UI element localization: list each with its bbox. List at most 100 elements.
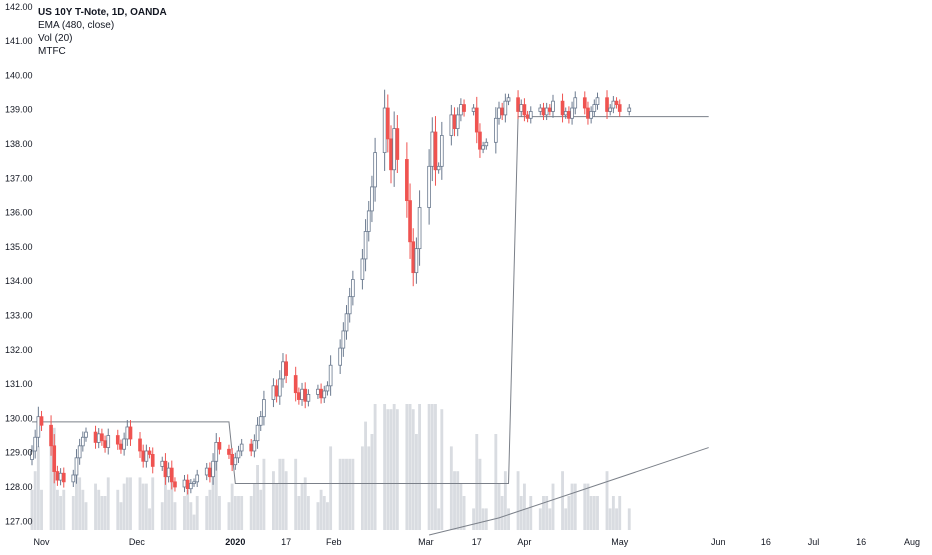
volume-bar bbox=[300, 483, 304, 530]
volume-bar bbox=[75, 458, 78, 530]
volume-bar bbox=[573, 483, 577, 530]
volume-bar bbox=[189, 502, 193, 530]
candle-body bbox=[274, 385, 279, 397]
candle-body bbox=[541, 107, 546, 116]
x-tick-label-12: 16 bbox=[856, 537, 866, 547]
candle-body bbox=[439, 135, 444, 167]
candle-body bbox=[370, 186, 374, 212]
volume-bar bbox=[218, 496, 221, 530]
candle-body bbox=[538, 107, 543, 112]
volume-bar bbox=[475, 434, 479, 530]
volume-bar bbox=[141, 483, 145, 530]
volume-bar bbox=[364, 421, 368, 530]
volume-bar bbox=[456, 471, 460, 530]
candle-body bbox=[128, 426, 133, 440]
volume-bar bbox=[94, 483, 97, 530]
volume-bar bbox=[434, 404, 437, 530]
volume-bar bbox=[408, 404, 412, 530]
volume-bar bbox=[183, 496, 186, 530]
volume-bar bbox=[605, 471, 609, 530]
x-tick-label-11: Jul bbox=[808, 537, 820, 547]
volume-bar bbox=[516, 471, 520, 530]
volume-bar bbox=[195, 496, 199, 530]
candle-body bbox=[459, 104, 463, 116]
volume-bar bbox=[472, 508, 476, 530]
volume-bar bbox=[386, 409, 390, 530]
x-tick-label-3: 17 bbox=[281, 537, 291, 547]
candle-body bbox=[611, 100, 616, 109]
volume-bar bbox=[570, 483, 574, 530]
volume-bar bbox=[33, 471, 37, 530]
candle-body bbox=[189, 483, 193, 490]
volume-bar bbox=[186, 489, 190, 530]
volume-bar bbox=[119, 502, 123, 530]
y-tick-label-8: 135.00 bbox=[5, 242, 33, 252]
x-tick-label-2: 2020 bbox=[225, 537, 245, 547]
candle-body bbox=[506, 97, 511, 102]
candle-body bbox=[300, 388, 304, 400]
volume-bar bbox=[627, 508, 631, 530]
y-tick-label-5: 132.00 bbox=[5, 345, 33, 355]
volume-bar bbox=[294, 458, 298, 530]
candle-body bbox=[392, 128, 396, 171]
candle-body bbox=[271, 385, 276, 400]
volume-bar bbox=[329, 446, 333, 530]
candle-body bbox=[570, 107, 574, 119]
candle-body bbox=[125, 426, 130, 440]
candle-body bbox=[427, 165, 431, 208]
candle-body bbox=[484, 141, 489, 147]
candle-body bbox=[293, 375, 298, 394]
volume-bar bbox=[97, 489, 101, 530]
volume-bar bbox=[256, 465, 259, 530]
candle-body bbox=[33, 436, 38, 452]
candle-body bbox=[195, 474, 200, 483]
candle-body bbox=[319, 388, 323, 399]
candle-body bbox=[595, 97, 600, 105]
candle-body bbox=[39, 416, 44, 426]
ema-line-group bbox=[32, 116, 709, 485]
legend-vol: Vol (20) bbox=[38, 33, 73, 44]
x-tick-label-13: Aug bbox=[904, 537, 920, 547]
x-tick-label-1: Dec bbox=[129, 537, 146, 547]
candle-body bbox=[544, 107, 549, 116]
y-tick-label-4: 131.00 bbox=[5, 379, 33, 389]
volume-bar bbox=[278, 458, 282, 530]
candle-body bbox=[373, 152, 377, 188]
volume-bar bbox=[449, 446, 453, 530]
volume-bar bbox=[233, 496, 237, 530]
candle-body bbox=[328, 364, 333, 387]
volume-bar bbox=[326, 502, 329, 530]
candle-body bbox=[608, 107, 613, 112]
volume-bar bbox=[173, 502, 177, 530]
volume-bar bbox=[561, 471, 564, 530]
candle-body bbox=[144, 450, 149, 462]
candle-body bbox=[284, 361, 288, 376]
y-tick-label-1: 128.00 bbox=[5, 482, 33, 492]
candle-body bbox=[455, 114, 460, 130]
candle-body bbox=[36, 416, 41, 438]
candle-body bbox=[338, 347, 342, 366]
volume-bar bbox=[484, 508, 488, 530]
candle-body bbox=[408, 200, 412, 243]
volume-bar bbox=[611, 496, 615, 530]
candle-body bbox=[252, 440, 257, 452]
candle-body bbox=[382, 107, 387, 154]
candle-body bbox=[586, 107, 590, 119]
candle-body bbox=[519, 104, 524, 112]
candle-body bbox=[592, 104, 597, 112]
volume-bar bbox=[453, 471, 456, 530]
volume-bar bbox=[551, 483, 555, 530]
y-tick-label-0: 127.00 bbox=[5, 516, 33, 526]
volume-bar bbox=[36, 446, 40, 530]
volume-bar bbox=[522, 483, 526, 530]
candle-body bbox=[61, 472, 66, 483]
volume-bar bbox=[49, 446, 53, 530]
candle-body bbox=[449, 114, 454, 136]
y-tick-label-3: 130.00 bbox=[5, 413, 33, 423]
candle-body bbox=[436, 165, 441, 171]
candle-body bbox=[217, 442, 222, 450]
candle-body bbox=[214, 442, 219, 462]
volume-bar bbox=[608, 508, 612, 530]
